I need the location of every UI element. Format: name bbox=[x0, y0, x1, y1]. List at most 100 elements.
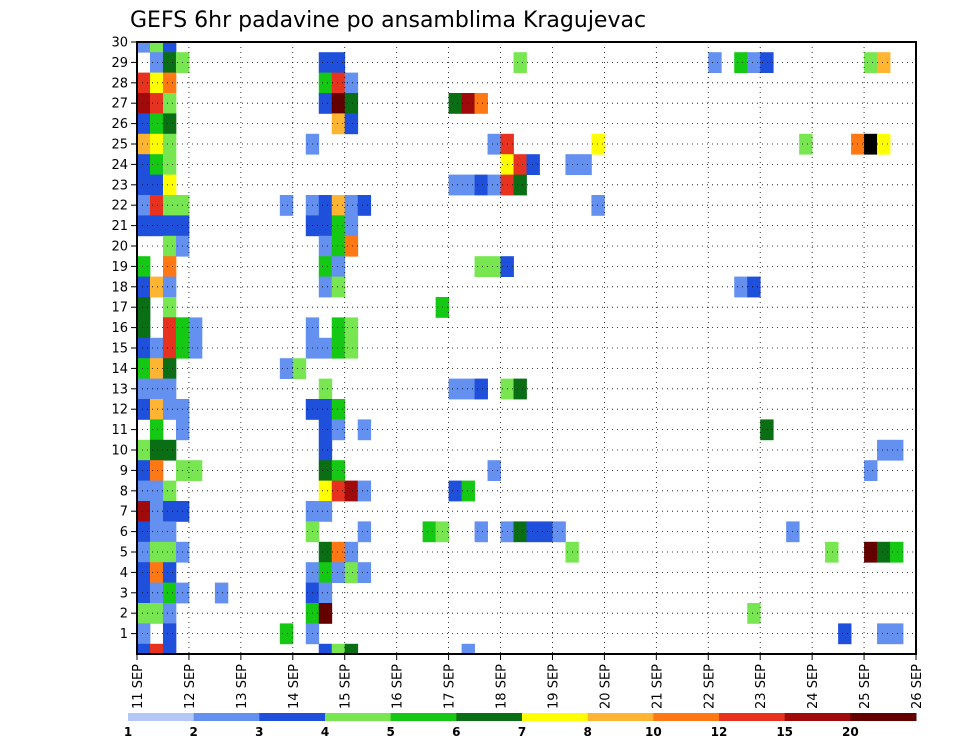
heatmap-cell bbox=[318, 419, 333, 441]
heatmap-cell bbox=[137, 42, 151, 53]
heatmap-cell bbox=[137, 337, 151, 359]
colorbar-label: 10 bbox=[645, 725, 662, 739]
heatmap-cell bbox=[137, 133, 151, 155]
heatmap-cell bbox=[357, 195, 372, 216]
heatmap-cell bbox=[487, 460, 501, 481]
x-tick-label: 25 SEP bbox=[858, 664, 873, 709]
heatmap-cell bbox=[149, 93, 164, 114]
heatmap-cell bbox=[734, 276, 748, 298]
heatmap-cell bbox=[747, 603, 761, 624]
heatmap-cell bbox=[137, 72, 151, 94]
colorbar-swatch bbox=[850, 713, 917, 721]
heatmap-cell bbox=[137, 276, 151, 298]
heatmap-cell bbox=[318, 582, 333, 604]
heatmap-cell bbox=[513, 154, 527, 175]
heatmap-cell bbox=[344, 93, 359, 114]
heatmap-cell bbox=[162, 562, 177, 583]
heatmap-cell bbox=[357, 521, 372, 543]
heatmap-cell bbox=[149, 399, 164, 420]
x-tick-label: 13 SEP bbox=[235, 664, 250, 709]
x-tick-label: 14 SEP bbox=[287, 664, 302, 709]
heatmap-cell bbox=[318, 378, 333, 400]
heatmap-cell bbox=[331, 256, 346, 277]
x-tick-label: 19 SEP bbox=[546, 664, 561, 709]
x-tick-label: 18 SEP bbox=[495, 664, 510, 709]
heatmap-cell bbox=[137, 460, 151, 481]
heatmap-cells bbox=[137, 42, 904, 655]
colorbar-swatch bbox=[456, 713, 523, 721]
heatmap-cell bbox=[149, 541, 164, 563]
heatmap-cell bbox=[137, 643, 151, 655]
heatmap-cell bbox=[149, 276, 164, 298]
heatmap-cell bbox=[747, 52, 761, 73]
heatmap-cell bbox=[149, 215, 164, 237]
heatmap-cell bbox=[149, 439, 164, 461]
heatmap-cell bbox=[149, 460, 164, 481]
heatmap-cell bbox=[149, 378, 164, 400]
heatmap-cell bbox=[461, 93, 475, 114]
heatmap-cell bbox=[149, 154, 164, 175]
heatmap-cell bbox=[877, 541, 891, 563]
heatmap-cell bbox=[578, 154, 592, 175]
heatmap-cell bbox=[149, 562, 164, 583]
heatmap-cell bbox=[162, 399, 177, 420]
heatmap-cell bbox=[137, 256, 151, 277]
heatmap-cell bbox=[318, 399, 333, 420]
x-tick-label: 15 SEP bbox=[339, 664, 354, 709]
heatmap-cell bbox=[357, 419, 372, 441]
heatmap-cell bbox=[162, 215, 177, 237]
heatmap-cell bbox=[708, 52, 722, 73]
x-tick-label: 23 SEP bbox=[754, 664, 769, 709]
heatmap-cell bbox=[137, 195, 151, 216]
y-tick-label: 29 bbox=[111, 56, 128, 71]
heatmap-cell bbox=[513, 378, 527, 400]
heatmap-cell bbox=[864, 460, 878, 481]
heatmap-cell bbox=[162, 72, 177, 94]
heatmap-cell bbox=[162, 42, 177, 53]
heatmap-cell bbox=[162, 480, 177, 502]
colorbar-swatch bbox=[784, 713, 851, 721]
heatmap-cell bbox=[461, 378, 475, 400]
heatmap-cell bbox=[149, 133, 164, 155]
colorbar-label: 20 bbox=[842, 725, 859, 739]
y-tick-label: 19 bbox=[111, 260, 128, 275]
colorbar-label: 6 bbox=[452, 725, 460, 739]
heatmap-cell bbox=[526, 154, 540, 175]
heatmap-cell bbox=[188, 337, 203, 359]
heatmap-cell bbox=[137, 623, 151, 645]
colorbar-label: 12 bbox=[711, 725, 728, 739]
colorbar-label: 15 bbox=[776, 725, 793, 739]
heatmap-cell bbox=[214, 582, 229, 604]
heatmap-cell bbox=[864, 541, 878, 563]
y-tick-label: 26 bbox=[111, 117, 128, 132]
colorbar-swatch bbox=[325, 713, 392, 721]
y-tick-label: 15 bbox=[111, 342, 128, 357]
heatmap-cell bbox=[799, 133, 813, 155]
heatmap-cell bbox=[149, 582, 164, 604]
heatmap-cell bbox=[162, 439, 177, 461]
heatmap-cell bbox=[137, 480, 151, 502]
heatmap-cell bbox=[318, 439, 333, 461]
heatmap-cell bbox=[448, 480, 462, 502]
heatmap-cell bbox=[137, 501, 151, 522]
heatmap-cell bbox=[162, 174, 177, 196]
heatmap-cell bbox=[890, 439, 904, 461]
heatmap-cell bbox=[474, 256, 488, 277]
heatmap-cell bbox=[318, 52, 333, 73]
heatmap-cell bbox=[331, 460, 346, 481]
colorbar-label: 3 bbox=[255, 725, 263, 739]
heatmap-cell bbox=[162, 643, 177, 655]
heatmap-cell bbox=[279, 195, 294, 216]
heatmap-cell bbox=[162, 297, 177, 318]
heatmap-cell bbox=[331, 72, 346, 94]
heatmap-cell bbox=[149, 643, 164, 655]
y-tick-label: 23 bbox=[111, 178, 128, 193]
y-tick-label: 17 bbox=[111, 301, 128, 316]
y-tick-label: 8 bbox=[120, 484, 128, 499]
heatmap-cell bbox=[162, 378, 177, 400]
heatmap-cell bbox=[734, 52, 748, 73]
heatmap-cell bbox=[344, 72, 359, 94]
colorbar-label: 5 bbox=[386, 725, 394, 739]
heatmap-cell bbox=[318, 480, 333, 502]
heatmap-cell bbox=[137, 562, 151, 583]
